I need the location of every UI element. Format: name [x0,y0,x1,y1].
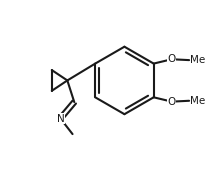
Text: N: N [57,113,64,124]
Text: O: O [168,97,176,107]
Text: Me: Me [191,55,206,65]
Text: O: O [168,54,176,64]
Text: Me: Me [191,96,206,106]
